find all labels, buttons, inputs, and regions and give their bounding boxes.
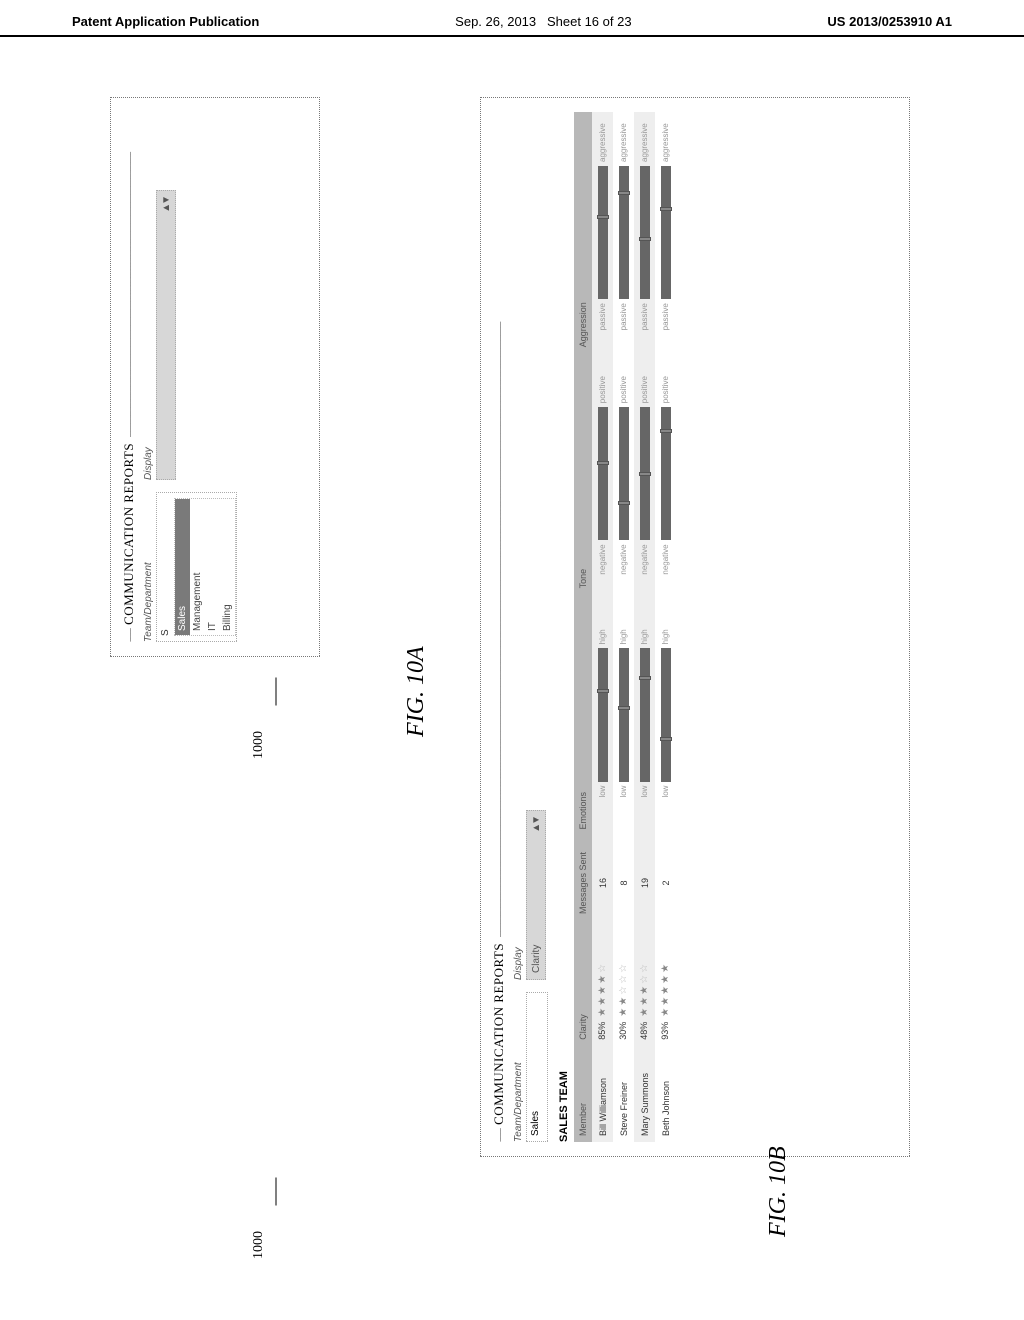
- metric-bar: passiveaggressive: [619, 118, 629, 347]
- clarity-cell: 30% ★★☆☆☆: [613, 931, 634, 1046]
- member-cell: Mary Summons: [634, 1046, 655, 1142]
- aggression-cell: passiveaggressive: [634, 112, 655, 353]
- table-row: Mary Summons48% ★★★☆☆19 lowhigh negativepo…: [634, 112, 655, 1142]
- team-dept-input[interactable]: Sales: [526, 992, 548, 1142]
- table-row: Beth Johnson93% ★★★★★2 lowhigh negativepos…: [655, 112, 676, 1142]
- member-cell: Beth Johnson: [655, 1046, 676, 1142]
- section-title: ----- COMMUNICATION REPORTS ------------…: [121, 112, 143, 642]
- aggression-cell: passiveaggressive: [655, 112, 676, 353]
- updown-icon: ▲▼: [161, 197, 172, 213]
- metric-bar: lowhigh: [598, 600, 608, 829]
- table-header: Aggression: [574, 112, 592, 353]
- figure-10b-panel: ----- COMMUNICATION REPORTS ------------…: [480, 97, 910, 1157]
- figure-label-10a: FIG. 10A: [403, 646, 430, 737]
- metric-bar: lowhigh: [661, 600, 671, 829]
- tone-cell: negativepositive: [592, 353, 613, 594]
- clarity-cell: 48% ★★★☆☆: [634, 931, 655, 1046]
- metric-bar: lowhigh: [619, 600, 629, 829]
- publication-number: US 2013/0253910 A1: [827, 14, 952, 29]
- updown-icon: ▲▼: [531, 817, 542, 833]
- combobox-option[interactable]: Management: [190, 499, 205, 635]
- team-dept-combobox[interactable]: S SalesManagementITBilling: [156, 492, 237, 642]
- metric-bar: negativepositive: [661, 359, 671, 588]
- messages-cell: 19: [634, 836, 655, 931]
- team-title: SALES TEAM: [548, 112, 574, 1142]
- aggression-cell: passiveaggressive: [613, 112, 634, 353]
- table-header: Clarity: [574, 931, 592, 1046]
- publication-type: Patent Application Publication: [72, 14, 259, 29]
- combobox-option[interactable]: Billing: [220, 499, 235, 635]
- sheet-info: Sep. 26, 2013 Sheet 16 of 23: [455, 14, 631, 29]
- member-cell: Steve Freiner: [613, 1046, 634, 1142]
- clarity-cell: 93% ★★★★★: [655, 931, 676, 1046]
- metric-bar: passiveaggressive: [661, 118, 671, 347]
- emotions-cell: lowhigh: [634, 594, 655, 835]
- table-header: Tone: [574, 353, 592, 594]
- tone-cell: negativepositive: [634, 353, 655, 594]
- team-dept-label: Team/Department: [513, 992, 526, 1142]
- emotions-cell: lowhigh: [655, 594, 676, 835]
- combobox-option[interactable]: IT: [205, 499, 220, 635]
- star-rating: ★★☆☆☆: [618, 962, 629, 1017]
- section-title: ----- COMMUNICATION REPORTS ------------…: [491, 112, 513, 1142]
- messages-cell: 2: [655, 836, 676, 931]
- emotions-cell: lowhigh: [592, 594, 613, 835]
- emotions-cell: lowhigh: [613, 594, 634, 835]
- aggression-cell: passiveaggressive: [592, 112, 613, 353]
- table-header: Messages Sent: [574, 836, 592, 931]
- display-select[interactable]: ▲▼: [156, 190, 176, 480]
- metric-bar: negativepositive: [640, 359, 650, 588]
- reference-tick: [276, 678, 277, 706]
- figure-10a-panel: ----- COMMUNICATION REPORTS ------------…: [110, 97, 320, 657]
- team-dept-label: Team/Department: [143, 492, 156, 642]
- table-header: Emotions: [574, 594, 592, 835]
- combobox-input-text: S: [160, 498, 173, 636]
- messages-cell: 8: [613, 836, 634, 931]
- reference-number: 1000: [251, 1231, 267, 1259]
- star-rating: ★★★★☆: [597, 962, 608, 1017]
- combobox-dropdown: SalesManagementITBilling: [174, 498, 236, 636]
- tone-cell: negativepositive: [655, 353, 676, 594]
- reference-number: 1000: [251, 731, 267, 759]
- table-header: Member: [574, 1046, 592, 1142]
- metric-bar: passiveaggressive: [598, 118, 608, 347]
- display-select[interactable]: Clarity ▲▼: [526, 810, 546, 980]
- star-rating: ★★★★★: [660, 962, 671, 1017]
- metric-bar: passiveaggressive: [640, 118, 650, 347]
- display-label: Display: [513, 810, 526, 980]
- combobox-option[interactable]: Sales: [175, 499, 190, 635]
- figure-label-10b: FIG. 10B: [765, 1146, 792, 1237]
- clarity-cell: 85% ★★★★☆: [592, 931, 613, 1046]
- metric-bar: negativepositive: [619, 359, 629, 588]
- metric-bar: lowhigh: [640, 600, 650, 829]
- team-table: MemberClarityMessages SentEmotionsToneAg…: [574, 112, 676, 1142]
- messages-cell: 16: [592, 836, 613, 931]
- reference-tick: [276, 1178, 277, 1206]
- metric-bar: negativepositive: [598, 359, 608, 588]
- star-rating: ★★★☆☆: [639, 962, 650, 1017]
- table-row: Bill Williamson85% ★★★★☆16 lowhigh negativ…: [592, 112, 613, 1142]
- table-row: Steve Freiner30% ★★☆☆☆8 lowhigh negativepo…: [613, 112, 634, 1142]
- figure-canvas: ----- COMMUNICATION REPORTS ------------…: [110, 97, 914, 1217]
- member-cell: Bill Williamson: [592, 1046, 613, 1142]
- tone-cell: negativepositive: [613, 353, 634, 594]
- page-header: Patent Application Publication Sep. 26, …: [0, 0, 1024, 37]
- display-label: Display: [143, 190, 156, 480]
